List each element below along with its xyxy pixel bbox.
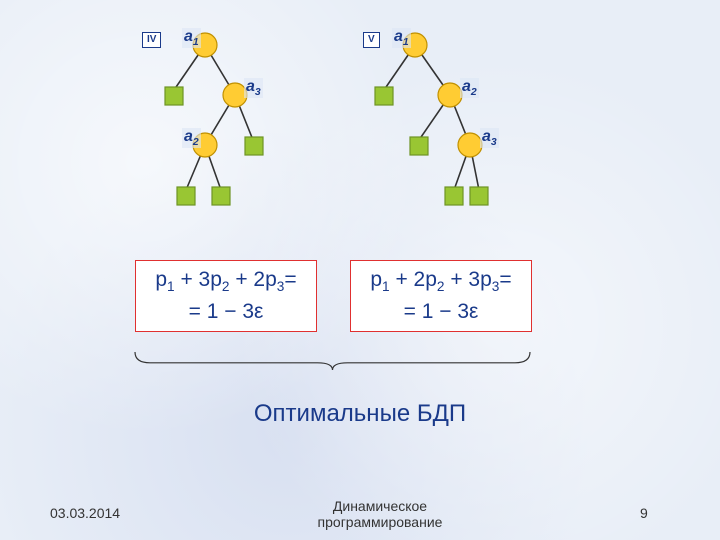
caption-text: Оптимальные БДП	[254, 400, 466, 427]
footer-date: 03.03.2014	[50, 505, 120, 521]
brace	[0, 0, 720, 540]
caption: Оптимальные БДП	[0, 400, 720, 428]
footer-center: Динамическое программирование	[280, 498, 480, 530]
footer-pagenum: 9	[640, 505, 648, 521]
